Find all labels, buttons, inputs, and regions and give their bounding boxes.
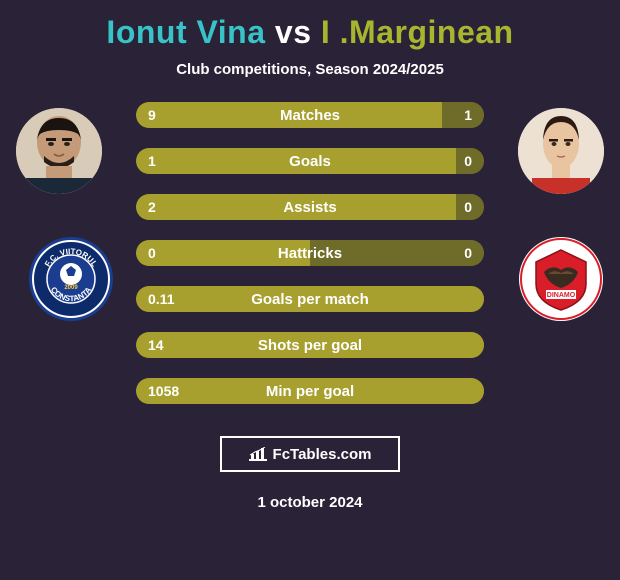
stat-value-right: 0 xyxy=(464,148,472,174)
stat-label: Assists xyxy=(136,194,484,220)
stat-value-left: 1058 xyxy=(148,378,179,404)
brand-text: FcTables.com xyxy=(273,446,372,463)
stat-row: Assists2 0 xyxy=(136,194,484,220)
player1-name: Ionut Vina xyxy=(106,14,265,50)
player1-club-logo: 2009 F.C. VIITORUL CONSTANTA xyxy=(28,236,114,322)
subtitle: Club competitions, Season 2024/2025 xyxy=(0,61,620,78)
player1-avatar xyxy=(16,108,102,194)
stat-label: Min per goal xyxy=(136,378,484,404)
svg-text:DINAMO: DINAMO xyxy=(547,292,576,299)
stat-row: Matches9 1 xyxy=(136,102,484,128)
player2-club-logo: DINAMO FOTBAL CLUB xyxy=(518,236,604,322)
stat-value-left: 14 xyxy=(148,332,164,358)
stat-value-left: 0 xyxy=(148,240,156,266)
comparison-content: 2009 F.C. VIITORUL CONSTANTA DINAMO FOTB… xyxy=(0,108,620,428)
svg-text:2009: 2009 xyxy=(64,285,78,291)
stat-value-right: 1 xyxy=(464,102,472,128)
viitorul-logo-icon: 2009 F.C. VIITORUL CONSTANTA xyxy=(28,236,114,322)
brand-box: FcTables.com xyxy=(220,436,400,472)
stat-label: Hattricks xyxy=(136,240,484,266)
player2-avatar xyxy=(518,108,604,194)
player2-face-icon xyxy=(518,108,604,194)
stat-row: Goals1 0 xyxy=(136,148,484,174)
stat-bars: Matches91Goals10Assists20Hattricks00Goal… xyxy=(136,102,484,424)
stat-label: Shots per goal xyxy=(136,332,484,358)
stat-row: Goals per match0.11 xyxy=(136,286,484,312)
date-text: 1 october 2024 xyxy=(0,494,620,511)
stat-label: Goals xyxy=(136,148,484,174)
stat-value-left: 9 xyxy=(148,102,156,128)
stat-row: Min per goal1058 xyxy=(136,378,484,404)
stat-label: Goals per match xyxy=(136,286,484,312)
stat-value-right: 0 xyxy=(464,194,472,220)
comparison-card: Ionut Vina vs I .Marginean Club competit… xyxy=(0,0,620,580)
player1-face-icon xyxy=(16,108,102,194)
stat-row: Hattricks0 0 xyxy=(136,240,484,266)
player2-name: I .Marginean xyxy=(321,14,514,50)
brand-chart-icon xyxy=(249,447,267,461)
stat-value-left: 1 xyxy=(148,148,156,174)
stat-row: Shots per goal14 xyxy=(136,332,484,358)
stat-value-left: 2 xyxy=(148,194,156,220)
vs-text: vs xyxy=(275,14,312,50)
stat-value-right: 0 xyxy=(464,240,472,266)
stat-value-left: 0.11 xyxy=(148,286,174,312)
page-title: Ionut Vina vs I .Marginean xyxy=(0,14,620,51)
dinamo-logo-icon: DINAMO FOTBAL CLUB xyxy=(518,236,604,322)
stat-label: Matches xyxy=(136,102,484,128)
